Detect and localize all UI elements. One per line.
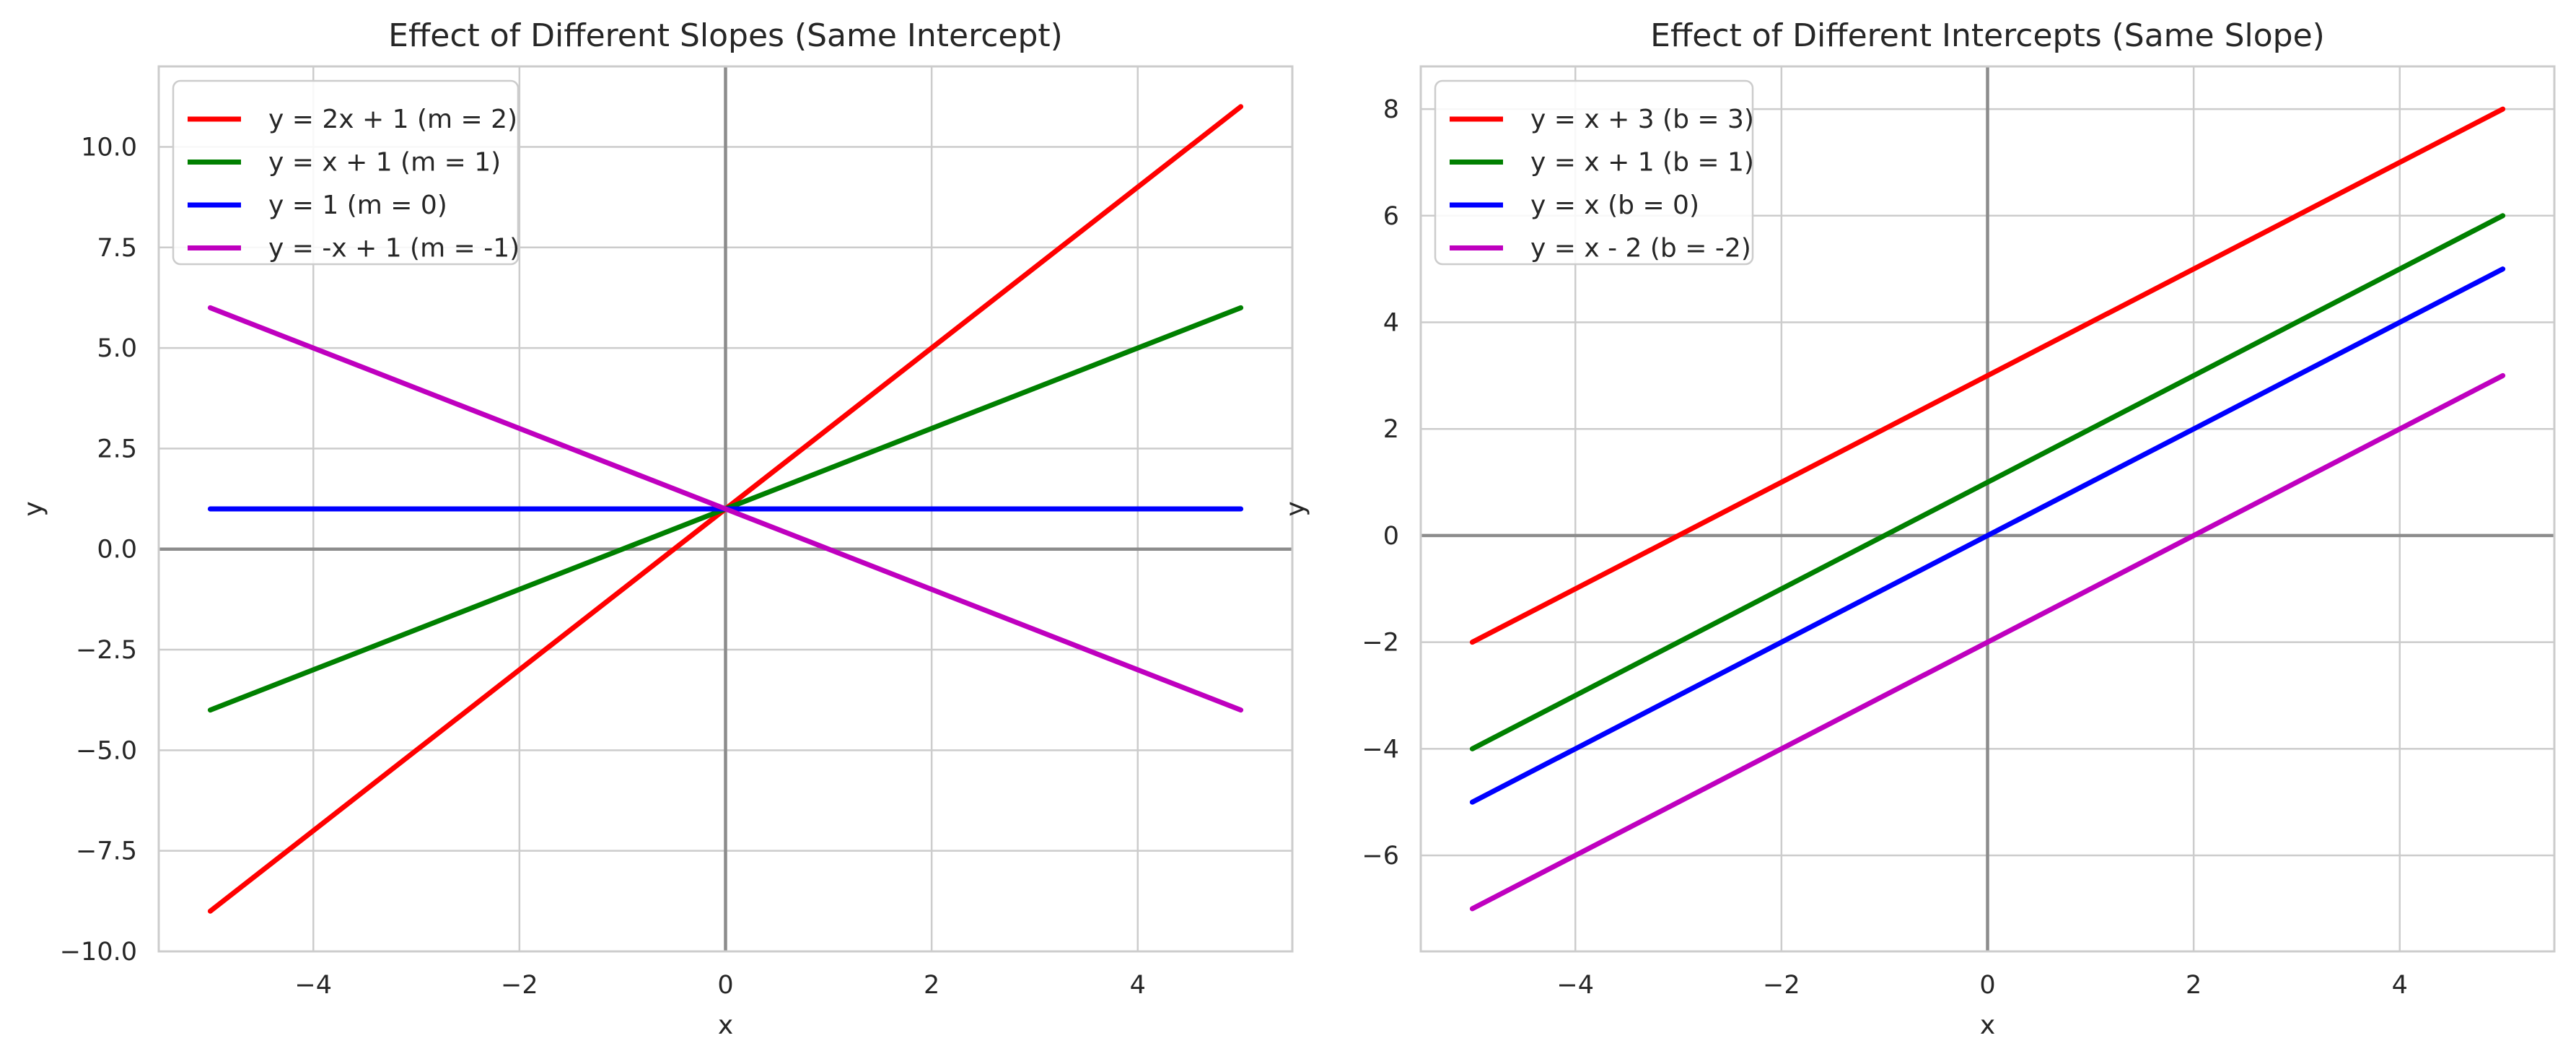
- legend-label: y = 2x + 1 (m = 2): [268, 105, 517, 134]
- chart-intercepts: Effect of Different Intercepts (Same Slo…: [1281, 17, 2556, 1040]
- y-axis-label: y: [19, 501, 48, 516]
- x-axis-label: x: [1980, 1011, 1995, 1040]
- y-tick-label: 7.5: [97, 234, 137, 263]
- y-tick-label: −4: [1362, 735, 1399, 764]
- legend-label: y = x (b = 0): [1530, 191, 1699, 220]
- y-tick-label: −7.5: [76, 837, 137, 866]
- y-tick-label: 4: [1383, 309, 1399, 338]
- y-tick-label: 2: [1383, 415, 1399, 444]
- y-tick-label: 6: [1383, 202, 1399, 231]
- x-tick-label: −2: [501, 971, 538, 1000]
- legend-label: y = -x + 1 (m = -1): [268, 234, 520, 263]
- x-tick-label: −4: [294, 971, 332, 1000]
- legend-label: y = x - 2 (b = -2): [1530, 234, 1751, 263]
- series-line: [1469, 372, 2506, 912]
- legend-box: [172, 79, 520, 266]
- legend-label: y = x + 3 (b = 3): [1530, 105, 1754, 134]
- x-tick-label: 0: [1979, 971, 1995, 1000]
- plot-frame: [1419, 65, 2556, 953]
- y-tick-label: −6: [1362, 842, 1399, 871]
- x-tick-label: 4: [2392, 971, 2408, 1000]
- x-tick-label: 0: [717, 971, 733, 1000]
- y-tick-label: −2: [1362, 629, 1399, 658]
- legend-label: y = x + 1 (m = 1): [268, 148, 501, 178]
- y-tick-label: −2.5: [76, 636, 137, 665]
- x-tick-label: 2: [924, 971, 939, 1000]
- y-tick-label: 8: [1383, 95, 1399, 124]
- chart-title: Effect of Different Slopes (Same Interce…: [388, 17, 1063, 54]
- series-line: [207, 305, 1244, 713]
- y-tick-label: 2.5: [97, 435, 137, 463]
- series-line: [1469, 266, 2506, 805]
- legend-label: y = x + 1 (b = 1): [1530, 148, 1754, 178]
- y-tick-label: 0.0: [97, 536, 137, 564]
- x-axis-label: x: [718, 1011, 733, 1040]
- legend-label: y = 1 (m = 0): [268, 191, 447, 220]
- chart-slopes: Effect of Different Slopes (Same Interce…: [19, 17, 1294, 1040]
- legend: y = x + 3 (b = 3) y = x + 1 (b = 1) y = x …: [1434, 79, 1754, 266]
- x-tick-label: −2: [1763, 971, 1800, 1000]
- y-tick-label: −5.0: [76, 736, 137, 765]
- chart-title: Effect of Different Intercepts (Same Slo…: [1650, 17, 2325, 54]
- legend-box: [1434, 79, 1754, 266]
- y-tick-label: −10.0: [60, 938, 137, 967]
- x-tick-label: 2: [2186, 971, 2202, 1000]
- y-tick-label: 10.0: [81, 133, 137, 162]
- series-line: [1469, 106, 2506, 645]
- x-tick-label: 4: [1130, 971, 1146, 1000]
- series-line: [1469, 213, 2506, 751]
- x-tick-label: −4: [1556, 971, 1594, 1000]
- y-tick-label: 0: [1383, 522, 1399, 551]
- y-tick-label: 5.0: [97, 334, 137, 363]
- plot-frame: [157, 65, 1294, 953]
- y-axis-label: y: [1281, 501, 1310, 516]
- legend: y = 2x + 1 (m = 2) y = x + 1 (m = 1) y = 1…: [172, 79, 520, 266]
